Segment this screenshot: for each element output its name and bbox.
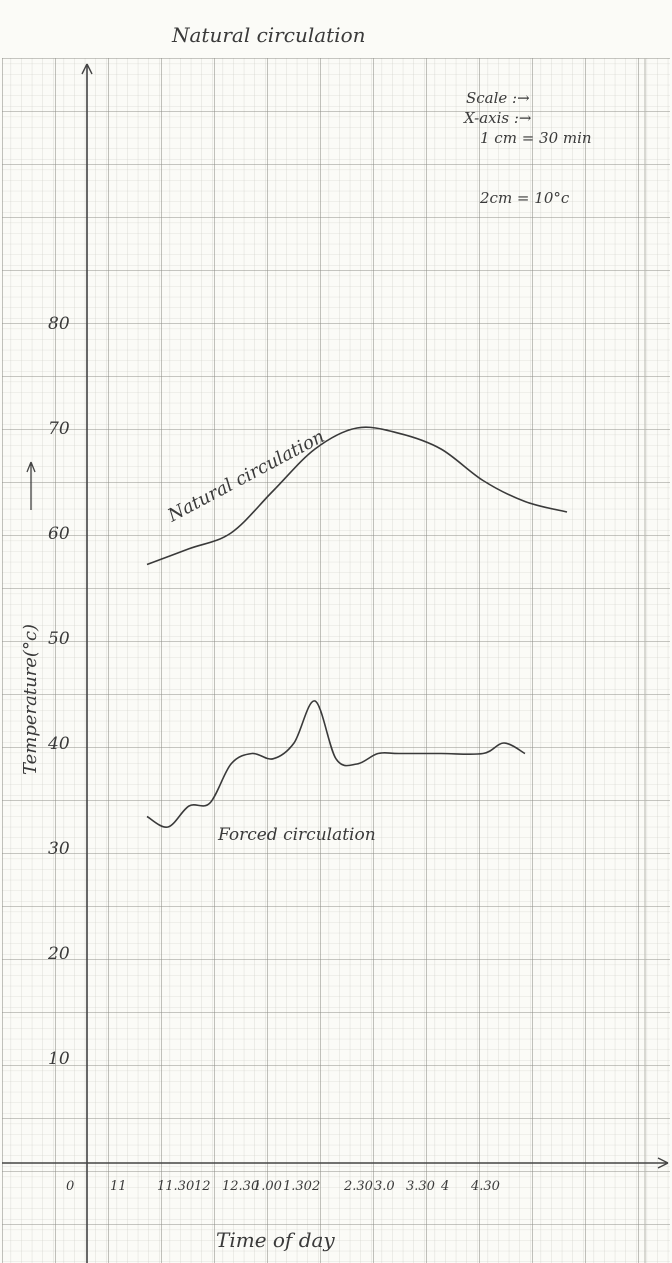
y-tick-label: 60 bbox=[48, 524, 70, 544]
x-tick-label: 3.0 bbox=[374, 1179, 395, 1194]
y-tick-label: 30 bbox=[48, 839, 70, 859]
x-tick-label: 11.30 bbox=[157, 1179, 194, 1194]
x-tick-label: 0 bbox=[66, 1179, 74, 1194]
scale-note-line-3: 1 cm = 30 min bbox=[480, 129, 592, 147]
scale-note-line-4: 2cm = 10°c bbox=[479, 189, 570, 207]
y-tick-label: 20 bbox=[47, 944, 70, 964]
major-grid bbox=[2, 58, 670, 1263]
x-axis-arrowhead bbox=[657, 1157, 669, 1169]
x-tick-label: 2 bbox=[311, 1179, 320, 1194]
scale-note-line-2: X-axis :→ bbox=[463, 109, 532, 127]
page-title: Natural circulation bbox=[171, 23, 366, 47]
y-tick-label: 40 bbox=[47, 734, 70, 754]
scale-note: Scale :→ X-axis :→ 1 cm = 30 min 2cm = 1… bbox=[463, 89, 592, 207]
y-tick-label: 80 bbox=[48, 314, 70, 334]
series-label-forced: Forced circulation bbox=[217, 825, 376, 845]
y-axis-label: Temperature(°c) bbox=[20, 624, 41, 775]
y-tick-labels: 10 20 30 40 50 60 70 80 bbox=[47, 314, 70, 1069]
y-axis-arrowhead bbox=[81, 63, 93, 75]
x-axis-label: Time of day bbox=[216, 1228, 335, 1252]
x-tick-label: 12.30 bbox=[222, 1179, 259, 1194]
natural-circulation-line bbox=[146, 426, 568, 566]
x-tick-label: 4.30 bbox=[470, 1179, 500, 1194]
forced-circulation-line bbox=[146, 700, 526, 828]
series-layer bbox=[146, 426, 568, 828]
x-tick-label: 12 bbox=[194, 1179, 211, 1194]
x-tick-labels: 0 11 11.30 12 12.301.00 1.30 2 2.30 3.0 3.30 4 4.30 bbox=[66, 1179, 500, 1194]
x-tick-label: 1.30 bbox=[283, 1179, 312, 1194]
x-tick-label: 1.00 bbox=[253, 1179, 282, 1194]
x-tick-label: 11 bbox=[110, 1179, 127, 1194]
x-tick-label: 2.30 bbox=[343, 1179, 373, 1194]
x-tick-label: 3.30 bbox=[406, 1179, 435, 1194]
y-tick-label: 10 bbox=[48, 1049, 70, 1069]
y-tick-label: 50 bbox=[48, 629, 70, 649]
y-axis-label-arrow bbox=[26, 461, 36, 510]
scale-note-line-1: Scale :→ bbox=[466, 89, 530, 107]
y-tick-label: 70 bbox=[48, 419, 70, 439]
x-tick-label: 4 bbox=[440, 1179, 449, 1194]
